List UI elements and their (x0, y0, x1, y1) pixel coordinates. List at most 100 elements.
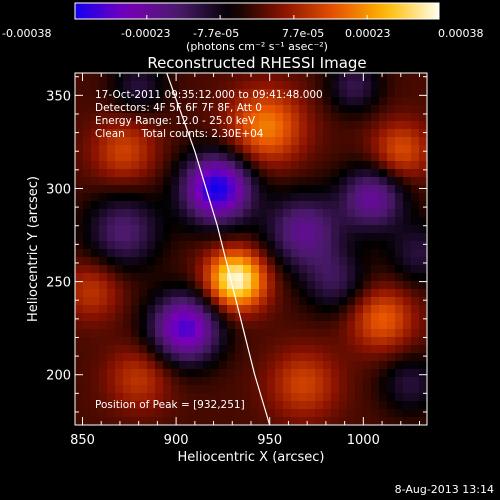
heatmap-cell (379, 305, 388, 314)
heatmap-cell (131, 305, 140, 314)
heatmap-cell (123, 329, 132, 338)
heatmap-cell (331, 353, 340, 362)
heatmap-cell (203, 401, 212, 410)
heatmap-cell (251, 217, 260, 226)
heatmap-cell (363, 273, 372, 282)
heatmap-cell (387, 137, 396, 146)
heatmap-cell (123, 273, 132, 282)
heatmap-cell (219, 409, 228, 418)
heatmap-cell (99, 329, 108, 338)
heatmap-cell (267, 217, 276, 226)
heatmap-cell (211, 145, 220, 154)
heatmap-cell (379, 417, 388, 426)
heatmap-cell (411, 369, 420, 378)
heatmap-cell (339, 209, 348, 218)
heatmap-cell (91, 329, 100, 338)
heatmap-cell (251, 209, 260, 218)
heatmap-cell (227, 137, 236, 146)
heatmap-cell (83, 185, 92, 194)
heatmap-cell (179, 105, 188, 114)
heatmap-cell (291, 273, 300, 282)
heatmap-cell (163, 265, 172, 274)
heatmap-cell (219, 177, 228, 186)
heatmap-cell (259, 105, 268, 114)
heatmap-cell (379, 153, 388, 162)
heatmap-cell (179, 249, 188, 258)
heatmap-cell (267, 273, 276, 282)
heatmap-cell (131, 297, 140, 306)
heatmap-cell (163, 305, 172, 314)
heatmap-cell (75, 145, 84, 154)
heatmap-cell (379, 209, 388, 218)
heatmap-cell (75, 137, 84, 146)
heatmap-cell (291, 393, 300, 402)
heatmap-cell (283, 353, 292, 362)
heatmap-cell (315, 361, 324, 370)
heatmap-cell (147, 321, 156, 330)
heatmap-cell (139, 385, 148, 394)
heatmap-cell (131, 353, 140, 362)
heatmap-cell (387, 409, 396, 418)
heatmap-cell (395, 217, 404, 226)
heatmap-cell (131, 81, 140, 90)
heatmap-cell (395, 225, 404, 234)
heatmap-cell (387, 281, 396, 290)
heatmap-cell (115, 393, 124, 402)
heatmap-cell (243, 161, 252, 170)
heatmap-cell (235, 121, 244, 130)
heatmap-cell (147, 361, 156, 370)
heatmap-cell (243, 145, 252, 154)
heatmap-cell (99, 313, 108, 322)
heatmap-cell (115, 345, 124, 354)
heatmap-cell (187, 73, 196, 82)
heatmap-cell (307, 201, 316, 210)
heatmap-cell (195, 297, 204, 306)
heatmap-cell (411, 321, 420, 330)
heatmap-cell (371, 121, 380, 130)
heatmap-cell (379, 273, 388, 282)
heatmap-cell (419, 305, 428, 314)
heatmap-cell (339, 257, 348, 266)
heatmap-cell (283, 409, 292, 418)
heatmap-cell (323, 337, 332, 346)
heatmap-cell (371, 305, 380, 314)
heatmap-cell (123, 193, 132, 202)
heatmap-cell (211, 233, 220, 242)
heatmap-cell (187, 97, 196, 106)
heatmap-cell (147, 329, 156, 338)
heatmap-cell (235, 209, 244, 218)
heatmap-cell (211, 97, 220, 106)
heatmap-cell (379, 169, 388, 178)
heatmap-cell (139, 353, 148, 362)
heatmap-cell (219, 337, 228, 346)
heatmap-cell (147, 305, 156, 314)
heatmap-cell (347, 169, 356, 178)
heatmap-cell (363, 297, 372, 306)
heatmap-cell (155, 281, 164, 290)
heatmap-cell (107, 233, 116, 242)
heatmap-cell (107, 225, 116, 234)
heatmap-cell (283, 265, 292, 274)
heatmap-cell (419, 369, 428, 378)
heatmap-cell (195, 89, 204, 98)
heatmap-cell (371, 385, 380, 394)
heatmap-cell (75, 193, 84, 202)
heatmap-cell (203, 257, 212, 266)
heatmap-cell (355, 369, 364, 378)
heatmap-cell (155, 385, 164, 394)
heatmap-cell (203, 297, 212, 306)
heatmap-cell (395, 105, 404, 114)
heatmap-cell (259, 393, 268, 402)
heatmap-cell (347, 209, 356, 218)
heatmap-cell (339, 129, 348, 138)
heatmap-cell (163, 409, 172, 418)
heatmap-cell (163, 225, 172, 234)
heatmap-cell (123, 409, 132, 418)
heatmap-cell (115, 361, 124, 370)
heatmap-cell (387, 257, 396, 266)
heatmap-cell (163, 169, 172, 178)
heatmap-cell (403, 81, 412, 90)
heatmap-cell (363, 161, 372, 170)
heatmap-cell (227, 169, 236, 178)
heatmap-cell (323, 201, 332, 210)
